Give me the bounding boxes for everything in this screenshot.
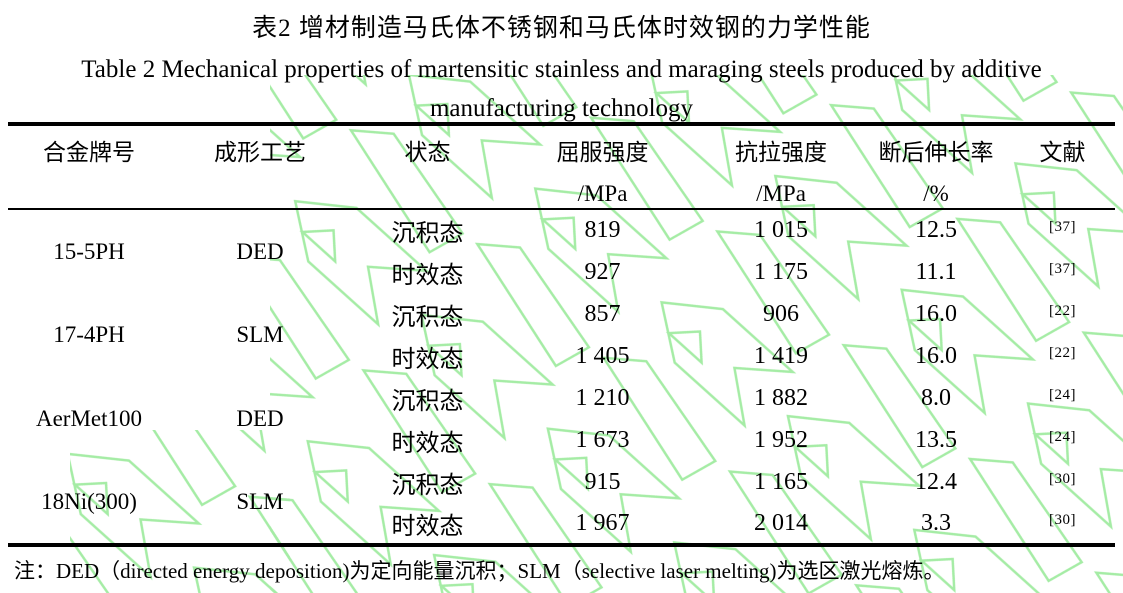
cell-yield-strength: 819 <box>584 217 621 243</box>
column-header-process: 成形工艺 <box>170 124 350 210</box>
cell-yield-strength: 1 673 <box>575 426 630 453</box>
table-caption-en-line1: Table 2 Mechanical properties of martens… <box>81 56 1042 83</box>
cell-state: 沉积态 <box>391 472 464 499</box>
cell-reference: [24] <box>1049 428 1076 445</box>
cell-state: 时效态 <box>391 262 464 289</box>
cell-reference: [37] <box>1049 219 1076 235</box>
cell-elongation: 12.5 <box>915 217 957 243</box>
cell-reference: [30] <box>1049 470 1076 487</box>
cell-elongation: 16.0 <box>915 300 957 327</box>
cell-alloy: 15-5PH <box>53 238 125 264</box>
cell-elongation: 8.0 <box>921 384 951 411</box>
cell-elongation: 12.4 <box>915 468 957 495</box>
cell-state: 时效态 <box>391 346 464 373</box>
cell-elongation: 11.1 <box>915 258 957 285</box>
cell-tensile-strength: 1 952 <box>754 426 808 453</box>
cell-process: DED <box>236 238 284 264</box>
cell-process: DED <box>236 406 284 431</box>
column-header-reference: 文献 <box>1010 124 1115 210</box>
cell-alloy: 18Ni(300) <box>41 489 137 514</box>
cell-reference: [22] <box>1049 302 1076 319</box>
table-row: 15-5PH DED 沉积态 819 1 015 12.5 [37] <box>8 209 1115 264</box>
cell-yield-strength: 927 <box>584 258 621 285</box>
table-caption-en: Table 2 Mechanical properties of martens… <box>0 50 1123 128</box>
column-header-state: 状态 <box>350 124 505 210</box>
cell-yield-strength: 1 210 <box>575 384 630 411</box>
cell-tensile-strength: 1 165 <box>754 468 808 495</box>
cell-tensile-strength: 1 015 <box>754 217 808 243</box>
cell-reference: [24] <box>1049 386 1076 403</box>
cell-state: 沉积态 <box>391 304 464 331</box>
column-header-yield-strength: 屈服强度 /MPa <box>505 124 700 210</box>
table-caption-zh: 表2 增材制造马氏体不锈钢和马氏体时效钢的力学性能 <box>252 15 871 42</box>
cell-tensile-strength: 1 419 <box>754 342 808 369</box>
cell-tensile-strength: 906 <box>763 300 799 327</box>
cell-elongation: 13.5 <box>915 426 957 453</box>
table-row: 18Ni(300) SLM 沉积态 915 1 165 12.4 [30] <box>8 461 1115 515</box>
column-header-elongation: 断后伸长率 /% <box>862 124 1010 210</box>
cell-state: 时效态 <box>391 430 464 457</box>
header-row: 合金牌号 成形工艺 状态 屈服强度 /MPa 抗拉强度 /MPa <box>8 124 1115 210</box>
cell-yield-strength: 1 405 <box>575 342 630 369</box>
cell-yield-strength: 1 967 <box>575 509 630 536</box>
cell-process: SLM <box>236 322 284 347</box>
table-row: AerMet100 DED 沉积态 1 210 1 882 8.0 [24] <box>8 377 1115 432</box>
cell-tensile-strength: 1 882 <box>754 384 808 411</box>
table-row: 17-4PH SLM 沉积态 857 906 16.0 [22] <box>8 293 1115 348</box>
table-footnote: 注：DED（directed energy deposition)为定向能量沉积… <box>14 559 945 583</box>
cell-alloy: 17-4PH <box>53 322 125 347</box>
cell-yield-strength: 857 <box>584 300 621 327</box>
cell-reference: [37] <box>1049 260 1076 277</box>
cell-state: 时效态 <box>391 513 464 540</box>
cell-state: 沉积态 <box>391 221 464 247</box>
cell-elongation: 3.3 <box>921 509 951 536</box>
column-header-tensile-strength: 抗拉强度 /MPa <box>700 124 862 210</box>
cell-reference: [30] <box>1049 511 1076 528</box>
cell-tensile-strength: 2 014 <box>754 509 808 536</box>
cell-reference: [22] <box>1049 344 1076 361</box>
mechanical-properties-table: 合金牌号 成形工艺 状态 屈服强度 /MPa 抗拉强度 /MPa <box>8 122 1115 547</box>
cell-tensile-strength: 1 175 <box>754 258 808 285</box>
column-header-alloy: 合金牌号 <box>8 124 170 210</box>
cell-state: 沉积态 <box>391 388 464 415</box>
cell-elongation: 16.0 <box>915 342 957 369</box>
table-header: 合金牌号 成形工艺 状态 屈服强度 /MPa 抗拉强度 /MPa <box>8 124 1115 210</box>
cell-process: SLM <box>236 489 284 514</box>
cell-yield-strength: 915 <box>584 468 621 495</box>
cell-alloy: AerMet100 <box>35 406 143 431</box>
table-body: 15-5PH DED 沉积态 819 1 015 12.5 [37] 时效态 9… <box>8 209 1115 545</box>
